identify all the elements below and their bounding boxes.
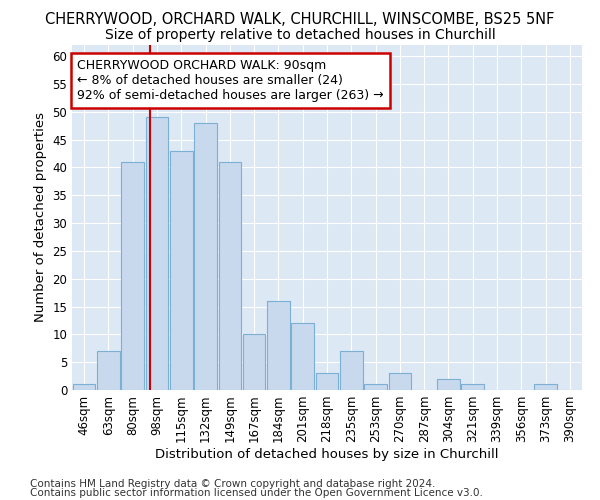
Bar xyxy=(340,351,362,390)
Text: CHERRYWOOD, ORCHARD WALK, CHURCHILL, WINSCOMBE, BS25 5NF: CHERRYWOOD, ORCHARD WALK, CHURCHILL, WIN… xyxy=(46,12,554,28)
Bar xyxy=(194,123,217,390)
Bar xyxy=(292,323,314,390)
Text: Contains public sector information licensed under the Open Government Licence v3: Contains public sector information licen… xyxy=(30,488,483,498)
Bar xyxy=(364,384,387,390)
Bar xyxy=(389,374,411,390)
Bar xyxy=(534,384,557,390)
Bar xyxy=(218,162,241,390)
Bar xyxy=(267,301,290,390)
Text: Contains HM Land Registry data © Crown copyright and database right 2024.: Contains HM Land Registry data © Crown c… xyxy=(30,479,436,489)
Bar xyxy=(461,384,484,390)
Bar xyxy=(146,118,168,390)
Bar xyxy=(316,374,338,390)
Bar xyxy=(97,351,120,390)
Text: CHERRYWOOD ORCHARD WALK: 90sqm
← 8% of detached houses are smaller (24)
92% of s: CHERRYWOOD ORCHARD WALK: 90sqm ← 8% of d… xyxy=(77,59,383,102)
Bar xyxy=(437,379,460,390)
Bar xyxy=(170,150,193,390)
Bar xyxy=(73,384,95,390)
Y-axis label: Number of detached properties: Number of detached properties xyxy=(34,112,47,322)
Text: Size of property relative to detached houses in Churchill: Size of property relative to detached ho… xyxy=(104,28,496,42)
Bar xyxy=(121,162,144,390)
Bar xyxy=(243,334,265,390)
X-axis label: Distribution of detached houses by size in Churchill: Distribution of detached houses by size … xyxy=(155,448,499,461)
